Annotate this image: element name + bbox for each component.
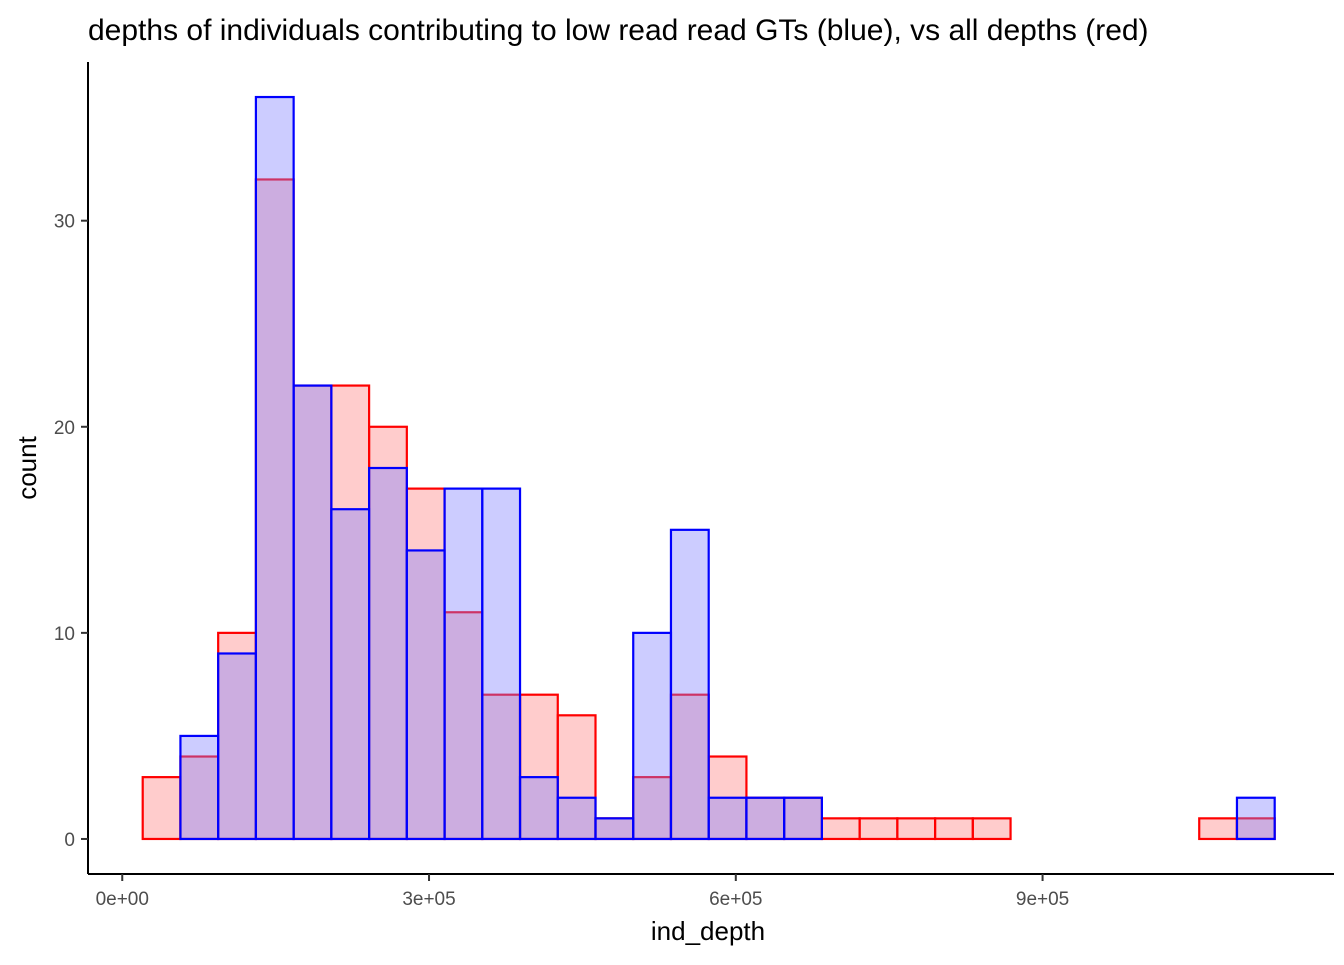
bar-series-2-bin-17 [745, 796, 786, 841]
bar-series-1-bin-29 [1198, 817, 1239, 841]
x-axis-label: ind_depth [651, 916, 765, 946]
bar-series-2-bin-11 [518, 776, 559, 841]
x-tick-label: 6e+05 [709, 889, 762, 910]
bar-series-1-bin-19 [820, 817, 861, 841]
bar-series-2-bin-5 [292, 384, 333, 841]
y-tick-label: 10 [54, 624, 75, 645]
bar-series-2-bin-14 [632, 631, 673, 841]
bar-series-1-bin-20 [858, 817, 899, 841]
y-tick-label: 30 [54, 212, 75, 233]
bar-series-1-bin-23 [971, 817, 1012, 841]
bar-series-2-bin-7 [368, 466, 408, 841]
y-axis-label: count [12, 435, 42, 499]
bar-series-2-bin-16 [707, 796, 748, 841]
bar-series-2-bin-18 [783, 796, 823, 841]
bar-series-1-bin-15 [669, 693, 710, 841]
bar-series-2-bin-6 [330, 508, 371, 841]
bar-series-1-bin-12 [556, 714, 597, 841]
bar-series-1-bin-21 [896, 817, 937, 841]
x-tick-label: 9e+05 [1016, 889, 1069, 910]
bar-series-2-bin-2 [179, 734, 220, 841]
x-axis-ticks: 0e+00 3e+05 6e+05 9e+05 [96, 874, 1069, 910]
bar-series-2-bin-9 [443, 487, 484, 841]
bar-series-2-bin-30 [1235, 796, 1276, 841]
series-1 [141, 178, 1276, 841]
bar-series-1-bin-18 [783, 796, 823, 841]
y-axis-ticks: 0 10 20 30 [54, 212, 88, 851]
y-tick-label: 20 [54, 418, 75, 439]
x-tick-label: 0e+00 [96, 889, 149, 910]
bar-series-1-bin-22 [933, 817, 974, 841]
bar-series-2-bin-3 [217, 652, 258, 841]
y-tick-label: 0 [64, 830, 75, 851]
series-2 [179, 95, 1276, 841]
bar-series-2-bin-13 [594, 817, 635, 841]
bar-series-2-bin-10 [481, 487, 522, 841]
bar-series-2-bin-12 [556, 796, 597, 841]
bar-series-2-bin-8 [405, 549, 446, 841]
x-tick-label: 3e+05 [402, 889, 455, 910]
chart-title: depths of individuals contributing to lo… [88, 14, 1149, 47]
bar-series-2-bin-4 [254, 95, 295, 841]
bars-layer [141, 95, 1276, 841]
bar-series-2-bin-15 [669, 528, 710, 841]
bar-series-1-bin-1 [141, 776, 182, 841]
